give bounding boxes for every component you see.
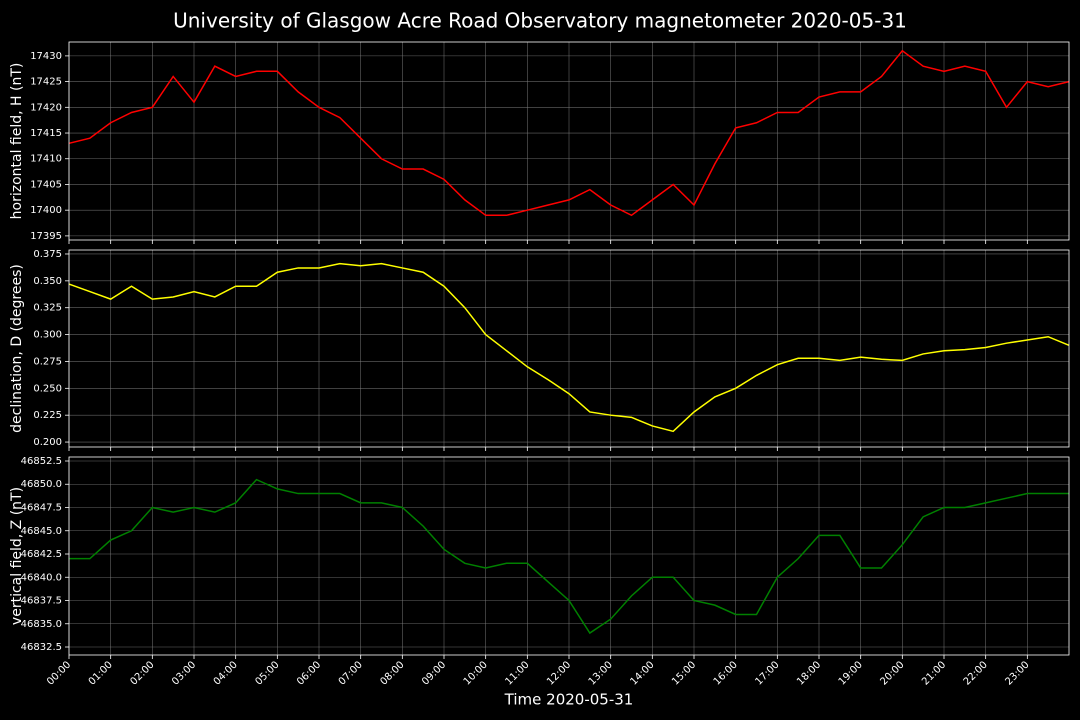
y-tick-label: 46842.5 — [21, 549, 62, 560]
x-tick-label: 13:00 — [587, 659, 615, 687]
x-tick-label: 19:00 — [837, 659, 865, 687]
plot-frame — [68, 249, 1070, 448]
data-line — [68, 49, 1070, 217]
y-tick-label: 17425 — [30, 77, 62, 88]
y-tick-label: 46845.0 — [21, 526, 62, 537]
y-tick-label: 46837.5 — [21, 596, 62, 607]
x-tick-label: 21:00 — [920, 659, 948, 687]
x-tick-label: 01:00 — [87, 659, 115, 687]
x-axis-label: Time 2020-05-31 — [504, 691, 634, 709]
x-tick-label: 22:00 — [962, 659, 990, 687]
y-tick-label: 0.375 — [33, 249, 62, 260]
x-tick-label: 08:00 — [378, 659, 406, 687]
x-tick-label: 03:00 — [170, 659, 198, 687]
y-tick-label: 46835.0 — [21, 619, 62, 630]
x-tick-label: 07:00 — [337, 659, 365, 687]
x-tick-label: 06:00 — [295, 659, 323, 687]
y-tick-label: 17430 — [30, 51, 62, 62]
x-tick-label: 09:00 — [420, 659, 448, 687]
x-tick-label: 20:00 — [878, 659, 906, 687]
y-tick-label: 17405 — [30, 179, 62, 190]
x-tick-label: 10:00 — [462, 659, 490, 687]
x-tick-label: 02:00 — [128, 659, 156, 687]
x-tick-label: 12:00 — [545, 659, 573, 687]
x-tick-label: 17:00 — [753, 659, 781, 687]
y-tick-label: 0.250 — [33, 383, 62, 394]
y-tick-label: 0.200 — [33, 437, 62, 448]
y-tick-label: 0.275 — [33, 356, 62, 367]
x-tick-label: 18:00 — [795, 659, 823, 687]
y-tick-label: 0.225 — [33, 410, 62, 421]
y-tick-label: 17395 — [30, 231, 62, 242]
y-tick-label: 0.300 — [33, 330, 62, 341]
data-line — [68, 262, 1070, 433]
y-tick-label: 46840.0 — [21, 572, 62, 583]
y-tick-label: 17420 — [30, 102, 62, 113]
y-axis-label: declination, D (degrees) — [9, 264, 25, 433]
x-tick-label: 15:00 — [670, 659, 698, 687]
x-tick-label: 11:00 — [503, 659, 531, 687]
x-tick-label: 23:00 — [1003, 659, 1031, 687]
y-tick-label: 0.325 — [33, 303, 62, 314]
y-tick-label: 46852.5 — [21, 456, 62, 467]
x-tick-label: 04:00 — [212, 659, 240, 687]
y-axis-label: vertical field, Z (nT) — [9, 487, 25, 625]
x-tick-label: 16:00 — [712, 659, 740, 687]
y-tick-label: 46850.0 — [21, 479, 62, 490]
plot-frame — [68, 41, 1070, 241]
y-tick-label: 17415 — [30, 128, 62, 139]
y-tick-label: 46832.5 — [21, 642, 62, 653]
plot-frame — [68, 456, 1070, 656]
y-tick-label: 46847.5 — [21, 502, 62, 513]
y-axis-label: horizontal field, H (nT) — [9, 63, 25, 220]
x-tick-label: 14:00 — [628, 659, 656, 687]
chart-title: University of Glasgow Acre Road Observat… — [173, 9, 907, 33]
y-tick-label: 17410 — [30, 154, 62, 165]
x-tick-label: 05:00 — [253, 659, 281, 687]
data-line — [69, 478, 1069, 635]
y-tick-label: 17400 — [30, 205, 62, 216]
y-tick-label: 0.350 — [33, 276, 62, 287]
x-tick-label: 00:00 — [45, 659, 73, 687]
